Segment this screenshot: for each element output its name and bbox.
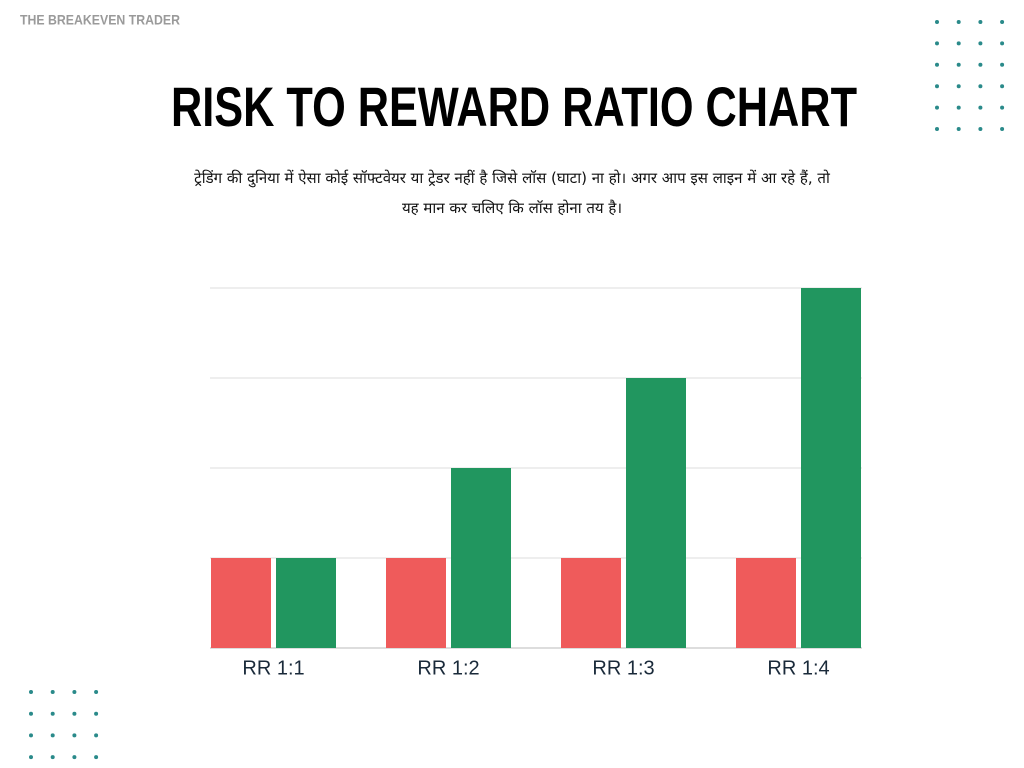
decor-dot [978, 127, 983, 131]
decor-dot [935, 127, 939, 131]
decor-dot [956, 20, 961, 24]
decor-dot [72, 733, 77, 738]
decor-dot [94, 755, 99, 760]
bar [211, 558, 271, 648]
decor-dot [1000, 20, 1005, 24]
decor-dot [94, 711, 99, 716]
decor-dot [50, 690, 55, 694]
decor-dot [1000, 105, 1005, 110]
bar [736, 558, 796, 648]
decor-dot [72, 711, 77, 716]
decor-dot [1000, 62, 1005, 67]
decor-dot [29, 711, 33, 716]
decor-dot [72, 690, 77, 694]
decor-dot [29, 755, 33, 760]
bar [276, 558, 336, 648]
bar [451, 468, 511, 648]
decor-dot [94, 690, 99, 694]
bar [561, 558, 621, 648]
decor-dot [1000, 41, 1005, 46]
decor-dot [50, 733, 55, 738]
decor-dot [956, 105, 961, 110]
bar [801, 288, 861, 648]
x-tick-label: RR 1:4 [767, 657, 829, 679]
x-tick-label: RR 1:1 [242, 657, 304, 679]
decor-dot [50, 711, 55, 716]
decor-dot [935, 105, 939, 110]
decor-dot [72, 755, 77, 760]
bar [626, 378, 686, 648]
decor-dot [94, 733, 99, 738]
decor-dot [29, 690, 33, 694]
decor-dot [935, 41, 939, 46]
decor-dot [935, 84, 939, 89]
decor-dot [50, 755, 55, 760]
decor-dot [978, 62, 983, 67]
bar [386, 558, 446, 648]
x-tick-label: RR 1:2 [417, 657, 479, 679]
brand: THE BREAKEVEN TRADER [20, 12, 180, 28]
decor-dot [956, 84, 961, 89]
decor-dot [978, 20, 983, 24]
decor-dot [978, 105, 983, 110]
decor-dot [978, 41, 983, 46]
decor-dot [956, 127, 961, 131]
decor-dot [1000, 84, 1005, 89]
chart-title: RISK TO REWARD RATIO CHART [171, 75, 857, 138]
decor-dot [956, 62, 961, 67]
decor-dot [978, 84, 983, 89]
decor-dot [1000, 127, 1005, 131]
x-tick-label: RR 1:3 [592, 657, 654, 679]
chart-subtitle: ट्रेडिंग की दुनिया में ऐसा कोई सॉफ्टवेयर… [194, 169, 830, 217]
decor-dot [956, 41, 961, 46]
decor-dot [29, 733, 33, 738]
decor-dot [935, 62, 939, 67]
decor-dot [935, 20, 939, 24]
